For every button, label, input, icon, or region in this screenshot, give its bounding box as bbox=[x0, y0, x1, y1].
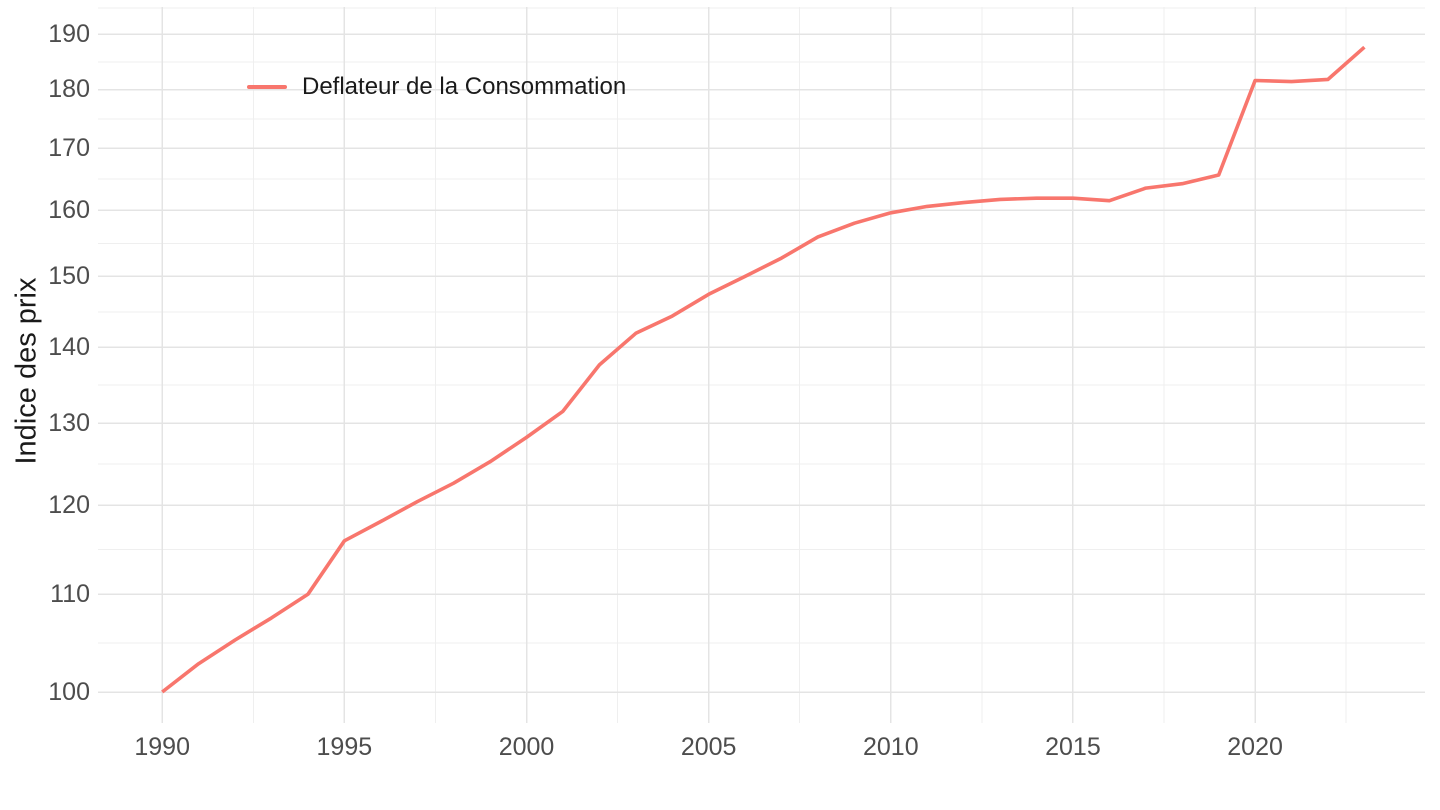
y-tick-label: 160 bbox=[48, 195, 90, 224]
legend-entry-label: Deflateur de la Consommation bbox=[302, 73, 627, 100]
y-tick-label: 170 bbox=[48, 133, 90, 162]
x-tick-label: 1995 bbox=[316, 733, 373, 761]
y-tick-label: 100 bbox=[48, 677, 90, 706]
y-tick-label: 150 bbox=[48, 261, 90, 290]
x-tick-label: 2000 bbox=[498, 733, 555, 761]
y-tick-label: 110 bbox=[50, 579, 90, 608]
x-tick-label: 2020 bbox=[1227, 733, 1283, 761]
x-tick-label: 2005 bbox=[680, 733, 737, 761]
legend-key-line-icon bbox=[247, 85, 287, 89]
y-tick-label: 130 bbox=[48, 408, 90, 437]
legend: Deflateur de la Consommation bbox=[247, 73, 626, 101]
y-tick-label: 140 bbox=[48, 332, 90, 361]
x-tick-label: 2015 bbox=[1045, 733, 1101, 761]
series-line bbox=[161, 45, 1366, 694]
y-tick-label: 180 bbox=[48, 75, 90, 104]
y-tick-label: 120 bbox=[48, 490, 90, 519]
y-tick-label: 190 bbox=[48, 19, 90, 48]
x-tick-label: 2010 bbox=[862, 733, 919, 761]
x-tick-label: 1990 bbox=[134, 733, 190, 761]
